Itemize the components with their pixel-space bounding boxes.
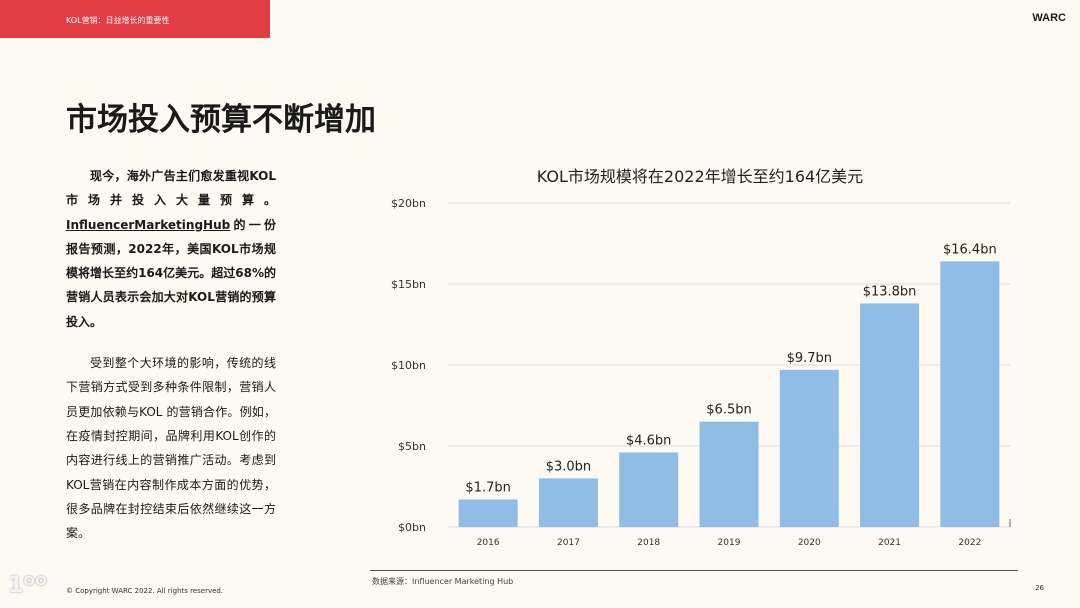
section-header: KOL营销：日益增长的重要性 — [0, 0, 270, 38]
brand-logo: WARC — [1032, 12, 1066, 24]
bar-2020 — [779, 369, 839, 527]
y-tick-label: $15bn — [391, 278, 426, 291]
data-label: $9.7bn — [787, 351, 832, 366]
paragraph-1a: 现今，海外广告主们愈发重视KOL市场并投入大量预算。 — [66, 169, 276, 208]
x-tick-label: 2020 — [798, 538, 821, 548]
x-tick-label: 2022 — [958, 538, 981, 548]
data-label: $16.4bn — [943, 242, 997, 257]
data-label: $3.0bn — [546, 459, 591, 474]
bar-2021 — [860, 303, 920, 527]
x-tick-label: 2019 — [718, 538, 741, 548]
y-tick-label: $0bn — [398, 521, 426, 534]
page-number: 26 — [1035, 584, 1044, 592]
page-title: 市场投入预算不断增加 — [66, 102, 376, 138]
data-label: $4.6bn — [626, 433, 671, 448]
x-tick-label: 2018 — [637, 538, 660, 548]
section-title: KOL营销：日益增长的重要性 — [66, 16, 170, 25]
paragraph-1b: 的一份报告预测，2022年，美国KOL市场规模将增长至约164亿美元。超过68%… — [66, 217, 276, 329]
bar-2017 — [538, 478, 598, 527]
x-tick-label: 2021 — [878, 538, 901, 548]
y-tick-label: $20bn — [391, 197, 426, 210]
data-label: $6.5bn — [706, 403, 751, 418]
y-tick-label: $5bn — [398, 440, 426, 453]
bar-2018 — [619, 452, 679, 527]
copyright: © Copyright WARC 2022. All rights reserv… — [66, 587, 224, 595]
bar-chart: KOL市场规模将在2022年增长至约164亿美元 $0bn $5bn $10bn $15… — [391, 167, 1011, 548]
data-label: $1.7bn — [465, 480, 510, 495]
divider — [370, 570, 1018, 571]
data-source: 数据来源：Influencer Marketing Hub — [372, 577, 514, 586]
bar-2022 — [940, 261, 1000, 527]
data-label: $13.8bn — [863, 284, 917, 299]
x-tick-label: 2016 — [477, 538, 500, 548]
bar-2019 — [699, 421, 759, 527]
paragraph-2: 受到整个大环境的影响，传统的线下营销方式受到多种条件限制，营销人员更加依赖与KO… — [66, 356, 276, 541]
source-link[interactable]: InfluencerMarketingHub — [66, 217, 231, 232]
bar-2016 — [458, 499, 518, 527]
x-tick-label: 2017 — [557, 538, 580, 548]
body-text: 现今，海外广告主们愈发重视KOL市场并投入大量预算。 InfluencerMark… — [66, 164, 276, 562]
y-tick-label: $10bn — [391, 359, 426, 372]
watermark: 1ᴼᴼ — [8, 573, 47, 598]
chart-title: KOL市场规模将在2022年增长至约164亿美元 — [537, 167, 863, 186]
